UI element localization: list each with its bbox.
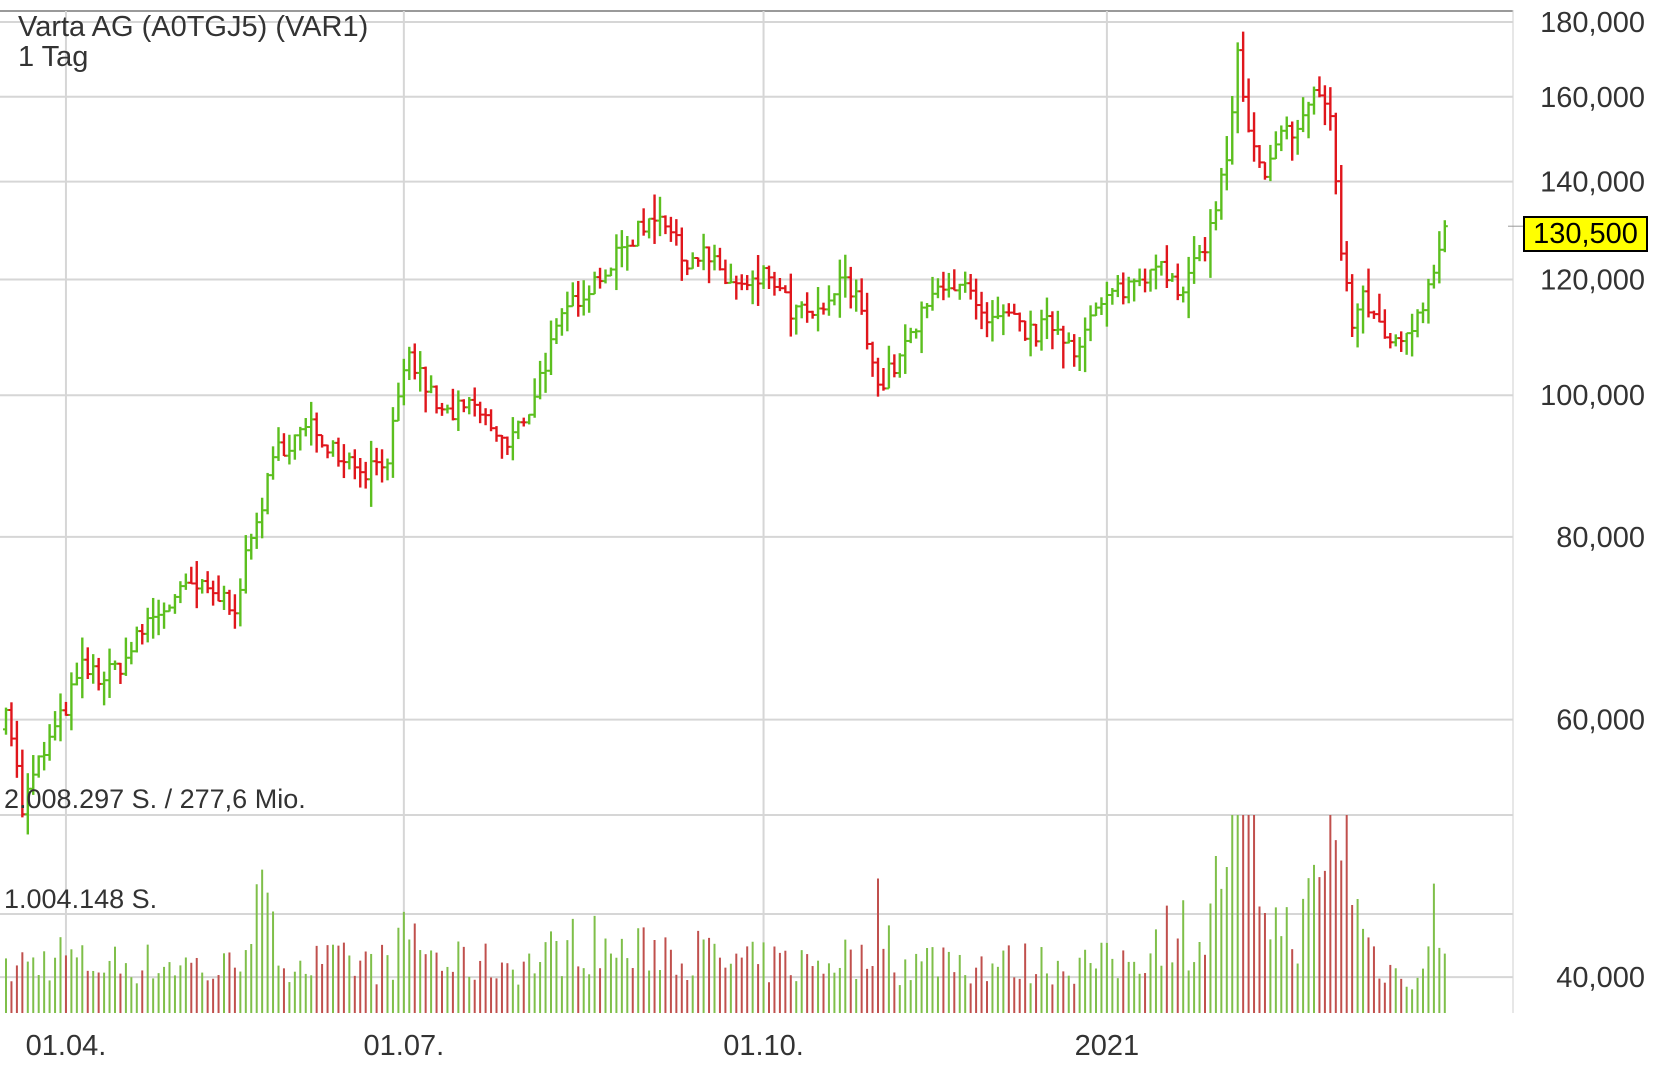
y-tick-label: 120,000: [1540, 264, 1645, 296]
x-tick-label: 2021: [1075, 1030, 1140, 1062]
y-tick-label: 80,000: [1556, 522, 1645, 554]
y-tick-label: 160,000: [1540, 82, 1645, 114]
x-tick-label: 01.07.: [364, 1030, 445, 1062]
y-tick-label: 60,000: [1556, 705, 1645, 737]
x-tick-label: 01.10.: [723, 1030, 804, 1062]
y-tick-label: 100,000: [1540, 380, 1645, 412]
interval-label: 1 Tag: [18, 41, 89, 73]
chart-title: Varta AG (A0TGJ5) (VAR1): [18, 11, 369, 43]
y-tick-label: 180,000: [1540, 7, 1645, 39]
last-price-badge: 130,500: [1523, 216, 1648, 252]
y-tick-label: 140,000: [1540, 167, 1645, 199]
y-tick-label: 40,000: [1556, 962, 1645, 994]
x-tick-label: 01.04.: [26, 1030, 107, 1062]
volume-max-label: 2.008.297 S. / 277,6 Mio.: [4, 784, 306, 814]
volume-mid-label: 1.004.148 S.: [4, 884, 158, 914]
